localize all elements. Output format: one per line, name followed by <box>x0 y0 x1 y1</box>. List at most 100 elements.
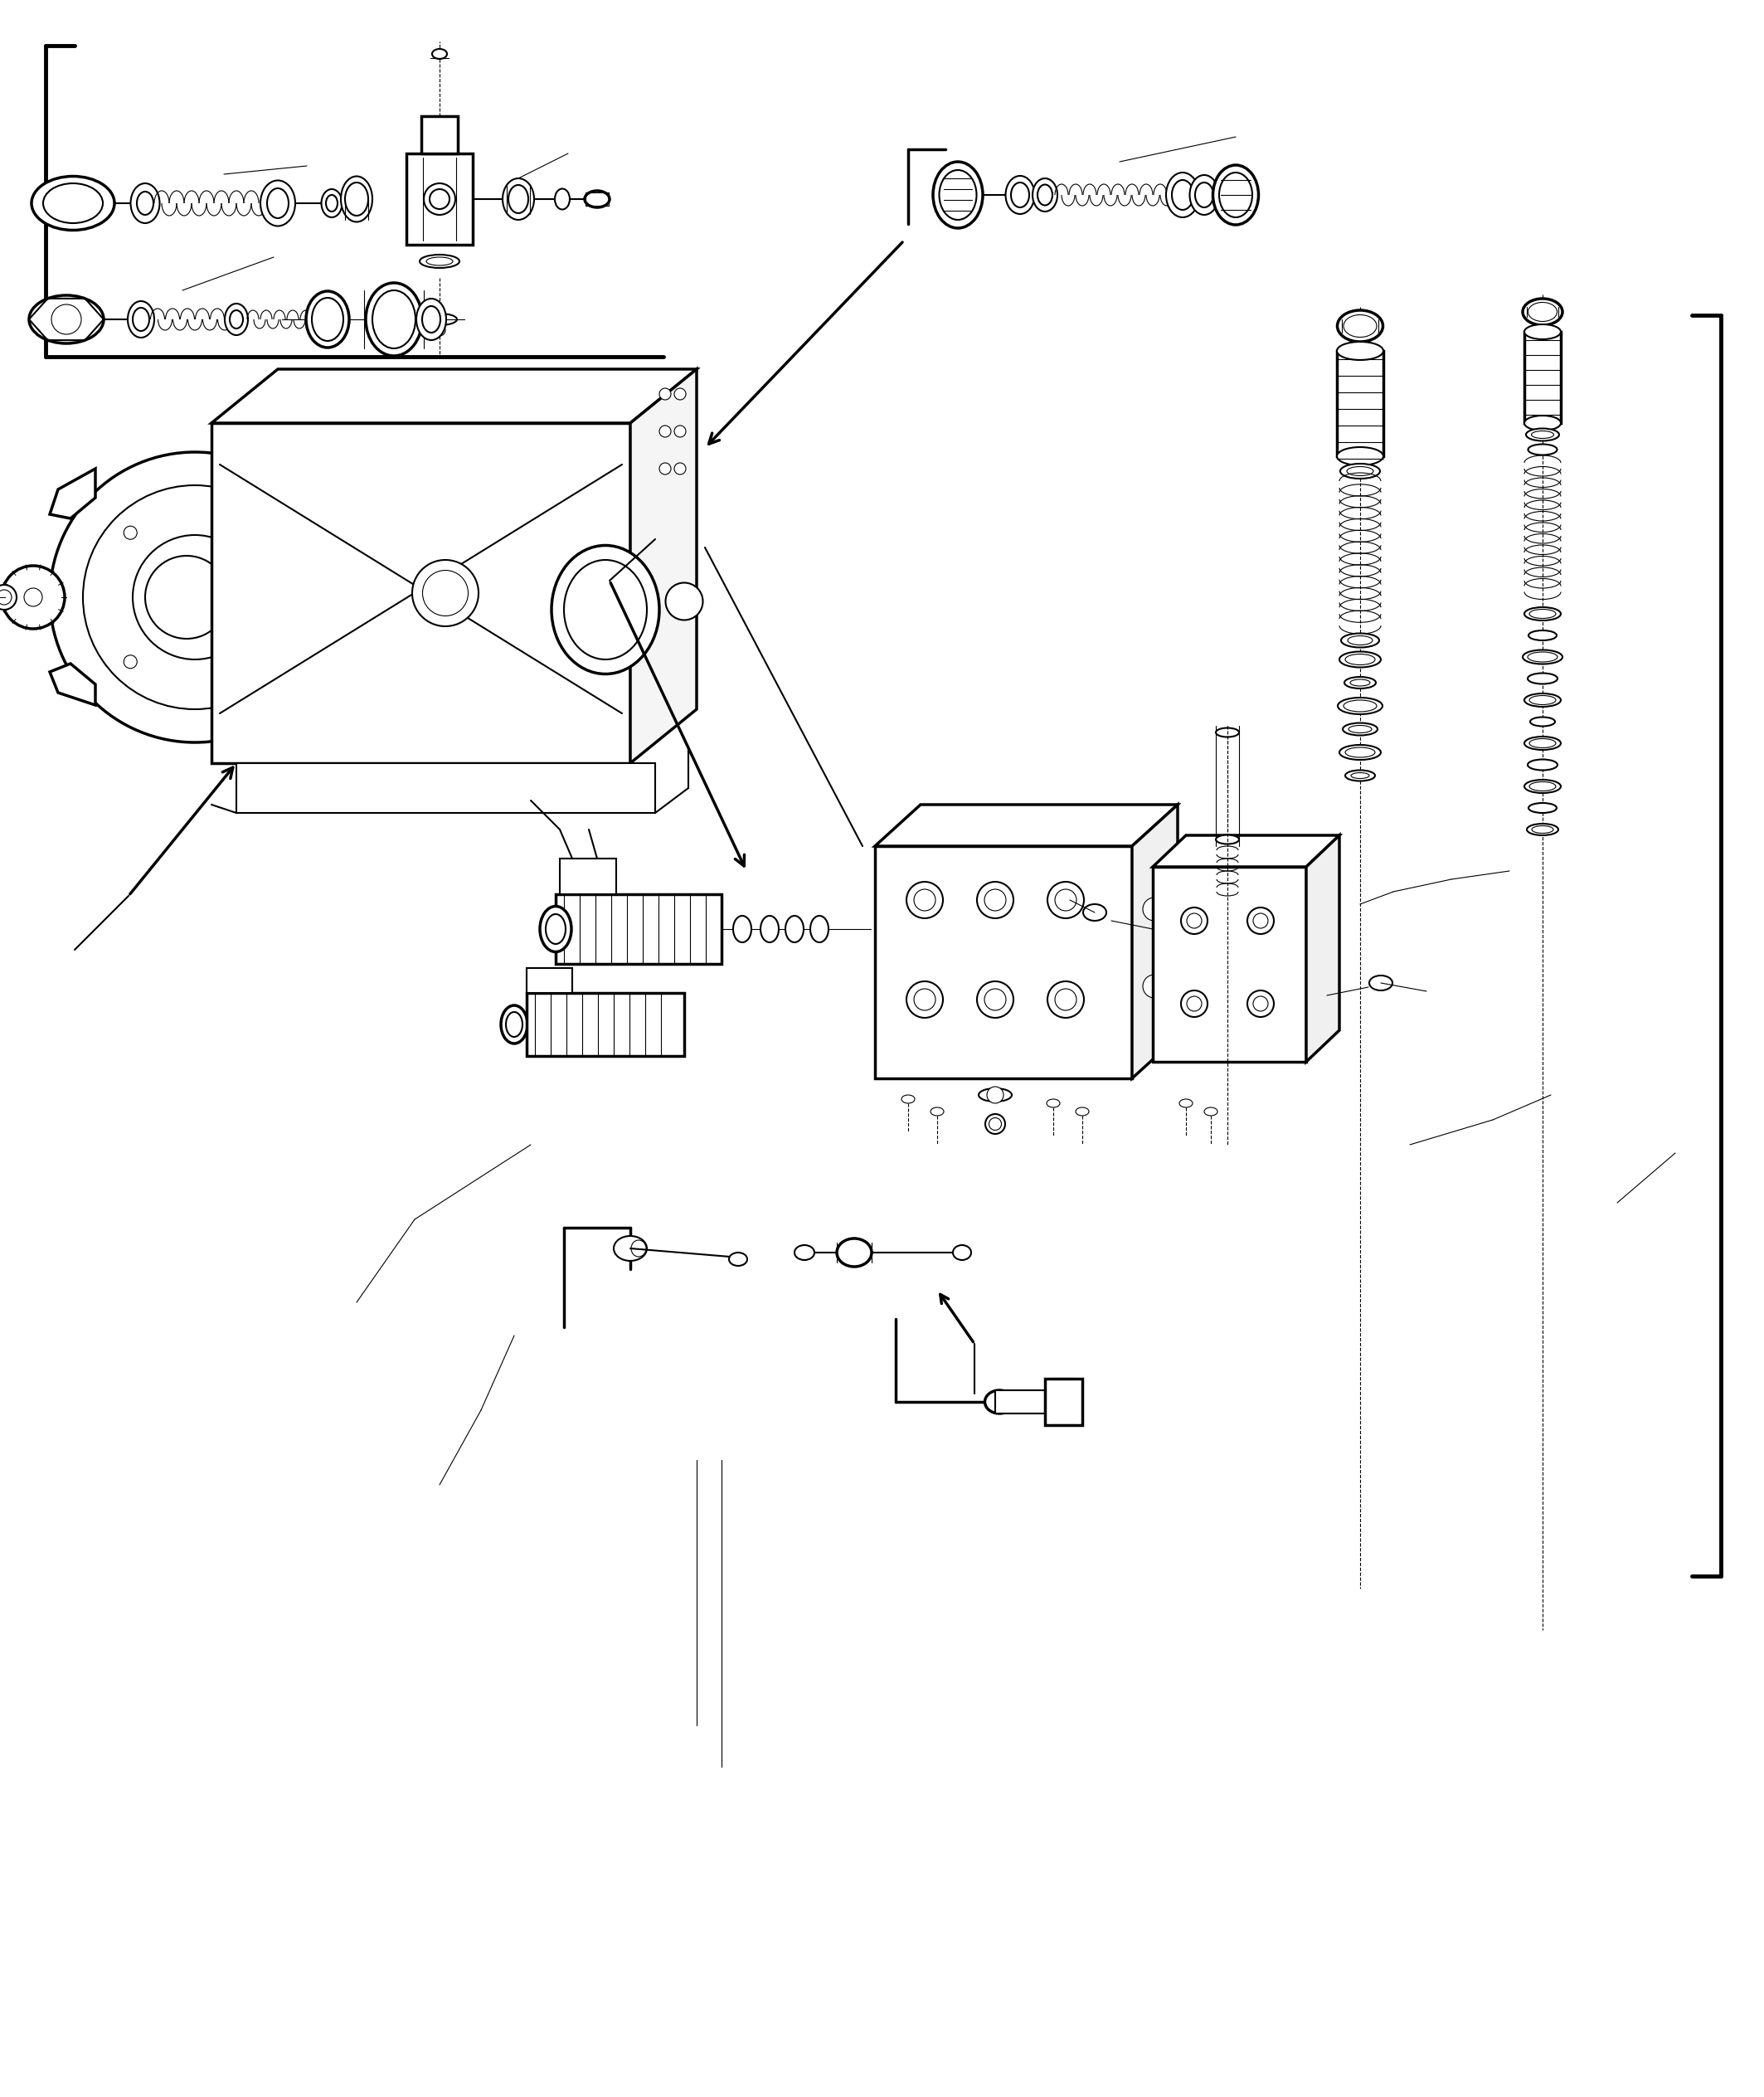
Ellipse shape <box>503 178 534 220</box>
Ellipse shape <box>552 545 660 673</box>
Circle shape <box>1187 996 1201 1011</box>
Ellipse shape <box>326 195 337 212</box>
Circle shape <box>252 654 266 669</box>
Ellipse shape <box>1194 182 1214 208</box>
Circle shape <box>977 881 1014 918</box>
Ellipse shape <box>1037 185 1053 206</box>
Ellipse shape <box>427 258 453 266</box>
Ellipse shape <box>422 315 457 325</box>
Ellipse shape <box>785 916 804 942</box>
Ellipse shape <box>127 302 153 338</box>
Ellipse shape <box>1369 975 1392 990</box>
Circle shape <box>907 881 944 918</box>
Ellipse shape <box>49 453 340 742</box>
Ellipse shape <box>1344 315 1376 338</box>
Ellipse shape <box>938 170 977 220</box>
Ellipse shape <box>422 306 441 333</box>
Ellipse shape <box>1524 780 1561 793</box>
Ellipse shape <box>131 182 161 222</box>
Bar <box>995 1390 1044 1413</box>
Ellipse shape <box>1339 652 1381 667</box>
Ellipse shape <box>423 182 455 214</box>
Ellipse shape <box>423 570 467 617</box>
Ellipse shape <box>545 914 566 944</box>
Ellipse shape <box>1349 679 1371 686</box>
Ellipse shape <box>1522 650 1563 665</box>
Ellipse shape <box>986 1114 1005 1134</box>
Ellipse shape <box>1337 342 1383 361</box>
Circle shape <box>123 654 138 669</box>
Ellipse shape <box>430 189 450 210</box>
Circle shape <box>252 526 266 539</box>
Bar <box>422 115 459 153</box>
Bar <box>875 845 1132 1078</box>
Ellipse shape <box>1344 677 1376 688</box>
Ellipse shape <box>1341 463 1379 478</box>
Ellipse shape <box>1531 826 1554 833</box>
Bar <box>527 969 572 992</box>
Ellipse shape <box>1531 430 1554 438</box>
Ellipse shape <box>1348 635 1372 646</box>
Ellipse shape <box>266 189 289 218</box>
Ellipse shape <box>1528 445 1558 455</box>
Circle shape <box>123 526 138 539</box>
Ellipse shape <box>953 1246 972 1260</box>
Polygon shape <box>1132 805 1178 1078</box>
Circle shape <box>660 463 670 474</box>
Ellipse shape <box>340 176 372 222</box>
Circle shape <box>1055 889 1076 910</box>
Ellipse shape <box>1528 803 1556 814</box>
Ellipse shape <box>979 1088 1013 1101</box>
Circle shape <box>984 889 1005 910</box>
Ellipse shape <box>632 1239 646 1256</box>
Ellipse shape <box>365 283 422 356</box>
Polygon shape <box>630 369 697 763</box>
Circle shape <box>977 981 1014 1017</box>
Ellipse shape <box>83 484 307 709</box>
Ellipse shape <box>1524 694 1561 707</box>
Circle shape <box>1143 975 1166 998</box>
Circle shape <box>1252 996 1268 1011</box>
Circle shape <box>1247 990 1274 1017</box>
Ellipse shape <box>1529 738 1556 749</box>
Ellipse shape <box>2 566 65 629</box>
Ellipse shape <box>1180 1099 1192 1107</box>
Ellipse shape <box>1219 172 1252 218</box>
Ellipse shape <box>0 585 16 610</box>
Ellipse shape <box>413 560 478 627</box>
Ellipse shape <box>1528 302 1558 321</box>
Ellipse shape <box>28 296 104 344</box>
Bar <box>559 858 616 893</box>
Ellipse shape <box>1215 728 1238 736</box>
Circle shape <box>660 388 670 401</box>
Ellipse shape <box>1351 772 1369 778</box>
Ellipse shape <box>32 176 115 231</box>
Ellipse shape <box>1344 700 1376 711</box>
Ellipse shape <box>229 310 243 329</box>
Ellipse shape <box>501 1004 527 1044</box>
Ellipse shape <box>372 289 416 348</box>
Ellipse shape <box>794 1246 815 1260</box>
Ellipse shape <box>734 916 751 942</box>
Circle shape <box>907 981 944 1017</box>
Circle shape <box>660 426 670 436</box>
Ellipse shape <box>933 161 983 229</box>
Ellipse shape <box>1529 696 1556 705</box>
Ellipse shape <box>42 182 102 222</box>
Circle shape <box>1048 881 1083 918</box>
Ellipse shape <box>145 556 228 640</box>
Ellipse shape <box>1214 166 1258 224</box>
Ellipse shape <box>836 1239 871 1267</box>
Ellipse shape <box>810 916 829 942</box>
Ellipse shape <box>416 298 446 340</box>
Polygon shape <box>49 663 95 705</box>
Ellipse shape <box>1524 415 1561 430</box>
Polygon shape <box>875 805 1178 845</box>
Ellipse shape <box>305 291 349 348</box>
Ellipse shape <box>224 304 249 336</box>
Circle shape <box>434 325 445 336</box>
Ellipse shape <box>432 48 446 59</box>
Ellipse shape <box>1337 698 1383 715</box>
Ellipse shape <box>1528 652 1558 663</box>
Ellipse shape <box>760 916 778 942</box>
